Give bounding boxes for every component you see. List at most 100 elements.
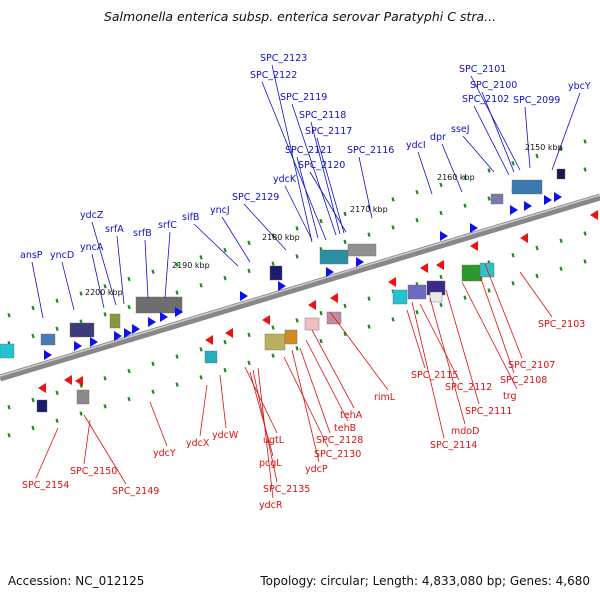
forward-arrow[interactable] (356, 257, 364, 267)
gene-feature[interactable] (347, 243, 377, 257)
forward-arrow[interactable] (74, 341, 82, 351)
forward-gene-label[interactable]: srfA (105, 224, 124, 235)
gene-feature[interactable] (407, 284, 427, 300)
reverse-gene-label[interactable]: ydcR (259, 500, 283, 511)
forward-arrow[interactable] (554, 192, 562, 202)
reverse-arrow[interactable] (64, 375, 72, 385)
forward-gene-label[interactable]: SPC_2122 (250, 70, 297, 81)
forward-arrow[interactable] (544, 195, 552, 205)
forward-gene-label[interactable]: sifB (182, 212, 199, 223)
forward-gene-label[interactable]: ydcI (406, 140, 426, 151)
forward-gene-label[interactable]: yncJ (210, 205, 230, 216)
forward-gene-label[interactable]: SPC_2120 (298, 160, 345, 171)
gene-feature[interactable] (490, 193, 504, 205)
reverse-arrow[interactable] (590, 210, 598, 220)
reverse-arrow[interactable] (470, 241, 478, 251)
reverse-gene-label[interactable]: rimL (374, 392, 396, 403)
gene-feature[interactable] (69, 322, 95, 338)
gene-feature[interactable] (76, 389, 90, 405)
forward-gene-label[interactable]: srfC (158, 220, 177, 231)
reverse-gene-label[interactable]: SPC_2128 (316, 435, 363, 446)
gene-feature[interactable] (319, 249, 349, 265)
reverse-gene-label[interactable]: tehB (334, 423, 356, 434)
forward-gene-label[interactable]: ydcZ (80, 210, 104, 221)
reverse-arrow[interactable] (436, 260, 444, 270)
gene-feature[interactable] (511, 179, 543, 195)
reverse-gene-label[interactable]: SPC_2154 (22, 480, 69, 491)
gene-feature[interactable] (461, 264, 483, 282)
gene-feature[interactable] (36, 399, 48, 413)
reverse-arrow[interactable] (388, 277, 396, 287)
reverse-gene-label[interactable]: SPC_2108 (500, 375, 547, 386)
reverse-arrow[interactable] (330, 293, 338, 303)
forward-gene-label[interactable]: ansP (20, 250, 43, 261)
reverse-gene-label[interactable]: mdoD (451, 426, 479, 437)
gene-feature[interactable] (429, 291, 443, 303)
forward-arrow[interactable] (240, 291, 248, 301)
gene-feature[interactable] (135, 296, 183, 314)
reverse-arrow[interactable] (225, 328, 233, 338)
reverse-gene-label[interactable]: ydcX (186, 438, 210, 449)
forward-arrow[interactable] (148, 317, 156, 327)
gene-feature[interactable] (204, 350, 218, 364)
gene-feature[interactable] (556, 168, 566, 180)
reverse-gene-label[interactable]: SPC_2115 (411, 370, 458, 381)
gene-feature[interactable] (264, 333, 286, 351)
forward-gene-label[interactable]: sseJ (451, 124, 470, 135)
gene-feature[interactable] (40, 333, 56, 346)
forward-gene-label[interactable]: ydcK (273, 174, 297, 185)
reverse-arrow[interactable] (75, 376, 83, 386)
gene-feature[interactable] (0, 343, 15, 359)
reverse-gene-label[interactable]: SPC_2150 (70, 466, 117, 477)
forward-gene-label[interactable]: dpr (430, 132, 446, 143)
forward-arrow[interactable] (90, 337, 98, 347)
forward-gene-label[interactable]: srfB (133, 228, 152, 239)
reverse-gene-label[interactable]: SPC_2107 (508, 360, 555, 371)
forward-gene-label[interactable]: SPC_2116 (347, 145, 394, 156)
forward-gene-label[interactable]: ybcY (568, 81, 591, 92)
forward-arrow[interactable] (160, 312, 168, 322)
reverse-arrow[interactable] (520, 233, 528, 243)
reverse-arrow[interactable] (262, 315, 270, 325)
forward-arrow[interactable] (326, 267, 334, 277)
reverse-gene-label[interactable]: SPC_2114 (430, 440, 477, 451)
forward-gene-label[interactable]: yncD (50, 250, 74, 261)
forward-gene-label[interactable]: SPC_2099 (513, 95, 560, 106)
forward-arrow[interactable] (114, 331, 122, 341)
gene-feature[interactable] (269, 265, 283, 281)
reverse-gene-label[interactable]: ugtL (263, 435, 285, 446)
reverse-gene-label[interactable]: trg (503, 391, 517, 402)
reverse-gene-label[interactable]: tehA (340, 410, 363, 421)
reverse-gene-label[interactable]: pcgL (259, 458, 282, 469)
reverse-arrow[interactable] (420, 263, 428, 273)
reverse-gene-label[interactable]: SPC_2103 (538, 319, 585, 330)
forward-arrow[interactable] (440, 231, 448, 241)
forward-gene-label[interactable]: SPC_2119 (280, 92, 327, 103)
forward-gene-label[interactable]: yncA (80, 242, 104, 253)
forward-arrow[interactable] (524, 201, 532, 211)
reverse-arrow[interactable] (205, 335, 213, 345)
gene-feature[interactable] (392, 289, 408, 305)
reverse-gene-label[interactable]: SPC_2130 (314, 449, 361, 460)
forward-gene-label[interactable]: SPC_2123 (260, 53, 307, 64)
forward-arrow[interactable] (44, 350, 52, 360)
forward-gene-label[interactable]: SPC_2118 (299, 110, 346, 121)
reverse-arrow[interactable] (38, 383, 46, 393)
reverse-arrow[interactable] (308, 300, 316, 310)
forward-arrow[interactable] (124, 328, 132, 338)
reverse-gene-label[interactable]: ydcW (212, 430, 239, 441)
reverse-gene-label[interactable]: ydcY (153, 448, 176, 459)
forward-gene-label[interactable]: SPC_2121 (285, 145, 332, 156)
forward-gene-label[interactable]: SPC_2102 (462, 94, 509, 105)
forward-arrow[interactable] (278, 281, 286, 291)
gene-feature[interactable] (284, 329, 298, 345)
forward-arrow[interactable] (175, 307, 183, 317)
reverse-gene-label[interactable]: ydcP (305, 464, 328, 475)
reverse-gene-label[interactable]: SPC_2111 (465, 406, 512, 417)
reverse-gene-label[interactable]: SPC_2149 (112, 486, 159, 497)
reverse-gene-label[interactable]: SPC_2135 (263, 484, 310, 495)
forward-gene-label[interactable]: SPC_2100 (470, 80, 517, 91)
gene-feature[interactable] (109, 313, 121, 329)
forward-arrow[interactable] (510, 205, 518, 215)
